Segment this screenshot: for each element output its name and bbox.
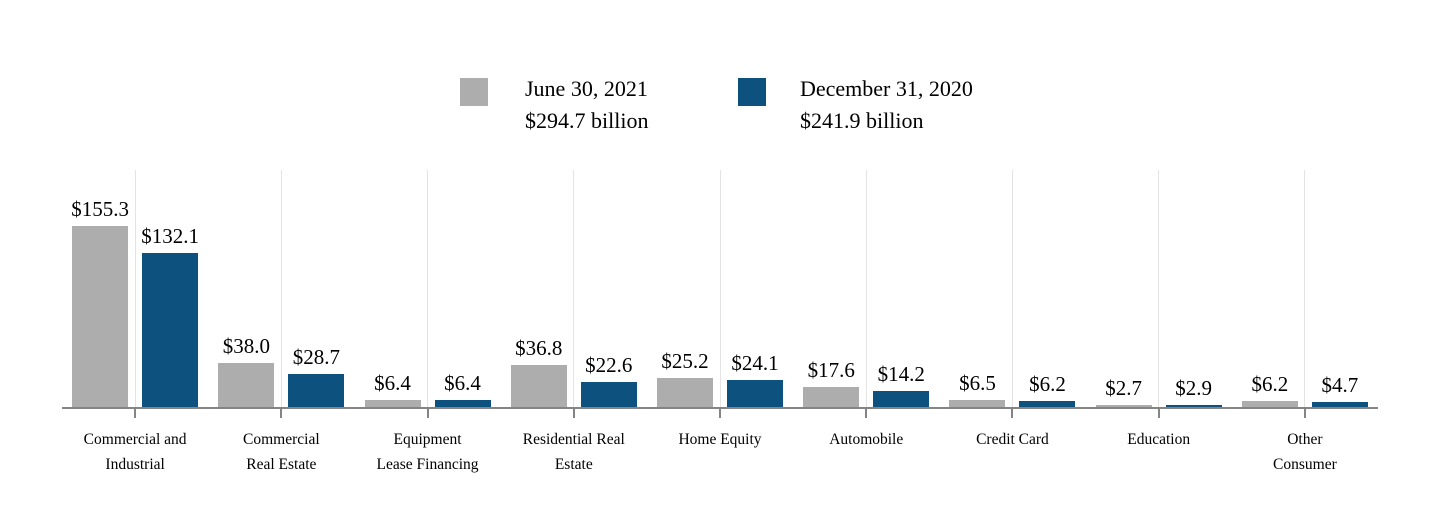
bar-value-label: $38.0 bbox=[222, 334, 270, 359]
bar-dec-2020 bbox=[1165, 404, 1222, 408]
bar-value-label: $28.7 bbox=[292, 345, 340, 370]
bar-june-2021 bbox=[949, 400, 1006, 408]
bar-june-2021 bbox=[803, 387, 860, 408]
axis-tick bbox=[1011, 409, 1014, 418]
bar-value-label: $24.1 bbox=[731, 350, 779, 375]
axis-tick bbox=[1157, 409, 1160, 418]
axis-tick bbox=[865, 409, 868, 418]
bar-dec-2020 bbox=[434, 400, 491, 408]
category-label-line: Industrial bbox=[105, 456, 165, 473]
bar-value-label: $6.4 bbox=[374, 371, 411, 396]
gridline bbox=[427, 170, 429, 408]
category-label: Education bbox=[1079, 427, 1239, 452]
gridline bbox=[134, 170, 136, 408]
category-label-line: Education bbox=[1127, 431, 1191, 448]
gridline bbox=[1011, 170, 1013, 408]
category-label: Other Consumer bbox=[1225, 427, 1385, 477]
legend-total: $241.9 billion bbox=[800, 108, 924, 133]
category-label: Commercial and Industrial bbox=[55, 427, 215, 477]
axis-tick bbox=[134, 409, 137, 418]
category-label: Automobile bbox=[786, 427, 946, 452]
axis-tick bbox=[572, 409, 575, 418]
legend-label: December 31, 2020 bbox=[800, 76, 973, 101]
bar-june-2021 bbox=[364, 400, 421, 408]
axis-tick bbox=[426, 409, 429, 418]
bar-value-label: $4.7 bbox=[1321, 373, 1359, 398]
axis-tick bbox=[280, 409, 283, 418]
bar-value-label: $6.4 bbox=[444, 371, 481, 396]
bar-value-label: $17.6 bbox=[807, 358, 855, 383]
bar-dec-2020 bbox=[142, 253, 199, 408]
bar-dec-2020 bbox=[1311, 402, 1368, 408]
legend-item-december-31-2020: December 31, 2020 $241.9 billion bbox=[738, 76, 973, 137]
bar-value-label: $155.3 bbox=[71, 196, 129, 221]
category-label-line: Commercial bbox=[243, 431, 320, 448]
category-label-line: Residential Real bbox=[522, 431, 625, 448]
gridline bbox=[719, 170, 721, 408]
bar-june-2021 bbox=[657, 378, 713, 408]
category-label-line: Automobile bbox=[829, 431, 904, 448]
bar-value-label: $22.6 bbox=[585, 352, 633, 377]
bar-value-label: $132.1 bbox=[141, 224, 199, 249]
gridline bbox=[1304, 170, 1306, 408]
bar-value-label: $25.2 bbox=[661, 349, 709, 374]
category-label: Commercial Real Estate bbox=[201, 427, 361, 477]
bar-value-label: $6.5 bbox=[959, 371, 996, 396]
axis-tick bbox=[719, 409, 721, 418]
legend-total: $294.7 billion bbox=[525, 108, 649, 133]
category-label-line: Lease Financing bbox=[376, 456, 479, 473]
axis-tick bbox=[1303, 409, 1306, 418]
category-label-line: Estate bbox=[554, 456, 593, 473]
bar-dec-2020 bbox=[727, 379, 783, 408]
bar-value-label: $14.2 bbox=[877, 362, 925, 387]
gridline bbox=[865, 170, 867, 408]
legend-swatch-blue bbox=[738, 78, 766, 106]
legend-swatch-gray bbox=[460, 78, 488, 106]
category-label: Credit Card bbox=[932, 427, 1092, 452]
category-label-line: Equipment bbox=[393, 431, 462, 448]
bar-dec-2020 bbox=[873, 391, 930, 408]
bar-value-label: $36.8 bbox=[515, 335, 563, 360]
bar-dec-2020 bbox=[1019, 400, 1076, 408]
bar-june-2021 bbox=[218, 363, 275, 408]
category-label-line: Other bbox=[1287, 431, 1323, 448]
category-label: Residential Real Estate bbox=[494, 427, 654, 477]
bar-june-2021 bbox=[510, 364, 567, 408]
bar-value-label: $6.2 bbox=[1251, 371, 1289, 396]
legend-label: June 30, 2021 bbox=[525, 76, 648, 101]
x-axis-line bbox=[62, 407, 1378, 409]
bar-dec-2020 bbox=[288, 374, 345, 408]
legend-item-june-30-2021: June 30, 2021 $294.7 billion bbox=[460, 76, 649, 137]
bar-value-label: $6.2 bbox=[1029, 371, 1066, 396]
category-label: Home Equity bbox=[640, 427, 800, 452]
gridline bbox=[1158, 170, 1160, 408]
bar-june-2021 bbox=[72, 225, 129, 408]
bar-june-2021 bbox=[1241, 400, 1298, 408]
gridline bbox=[573, 170, 575, 408]
category-label-line: Commercial and bbox=[83, 431, 187, 448]
gridline bbox=[280, 170, 282, 408]
bar-value-label: $2.7 bbox=[1105, 375, 1143, 400]
bar-june-2021 bbox=[1095, 404, 1152, 408]
category-label-line: Real Estate bbox=[246, 456, 317, 473]
bar-dec-2020 bbox=[580, 381, 637, 408]
bar-value-label: $2.9 bbox=[1175, 375, 1213, 400]
category-label-line: Credit Card bbox=[976, 431, 1049, 448]
category-label-line: Consumer bbox=[1273, 456, 1337, 473]
category-label-line: Home Equity bbox=[678, 431, 762, 448]
category-label: Equipment Lease Financing bbox=[348, 427, 508, 477]
